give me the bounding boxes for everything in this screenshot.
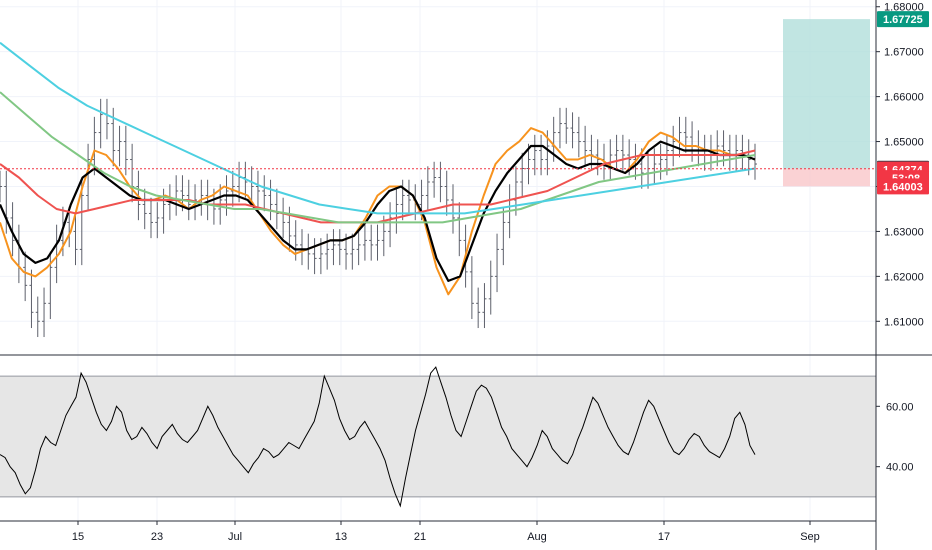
price-axis-label-1: 1.62000 xyxy=(884,271,924,283)
moving-average-cyan-line xyxy=(0,41,756,215)
price-tag-bg-0 xyxy=(877,11,929,28)
time-axis-label-1: 23 xyxy=(151,531,163,543)
oscillator-band xyxy=(0,376,876,497)
price-tag-bg-4 xyxy=(877,178,929,195)
time-axis-label-2: Jul xyxy=(228,531,242,543)
price-axis-label-7: 1.68000 xyxy=(884,2,924,14)
oscillator-axis-label-0: 40.00 xyxy=(886,462,914,474)
price-axis-label-5: 1.66000 xyxy=(884,92,924,104)
time-axis-label-5: Aug xyxy=(527,531,547,543)
price-axis-label-0: 1.61000 xyxy=(884,316,924,328)
time-axis-label-0: 15 xyxy=(72,531,84,543)
price-axis-label-6: 1.67000 xyxy=(884,47,924,59)
price-axis-label-2: 1.63000 xyxy=(884,226,924,238)
position-box[interactable] xyxy=(783,19,870,187)
time-axis-label-3: 13 xyxy=(335,531,347,543)
time-axis[interactable]: 15 23 Jul 13 21 Aug 17 Sep xyxy=(72,521,820,543)
position-stop-zone xyxy=(783,168,870,187)
price-axis-label-4: 1.65000 xyxy=(884,137,924,149)
oscillator-line xyxy=(0,366,756,508)
price-tag-4: 1.64003 xyxy=(883,181,923,193)
moving-average-slow-line xyxy=(0,140,756,282)
time-axis-label-7: Sep xyxy=(800,531,820,543)
moving-average-green-line xyxy=(0,91,756,224)
oscillator-panel xyxy=(0,366,876,508)
price-tag-0: 1.67725 xyxy=(883,14,923,26)
time-axis-label-6: 17 xyxy=(658,531,670,543)
oscillator-axis-label-1: 60.00 xyxy=(886,401,914,413)
position-target-zone xyxy=(783,19,870,169)
time-axis-label-4: 21 xyxy=(414,531,426,543)
